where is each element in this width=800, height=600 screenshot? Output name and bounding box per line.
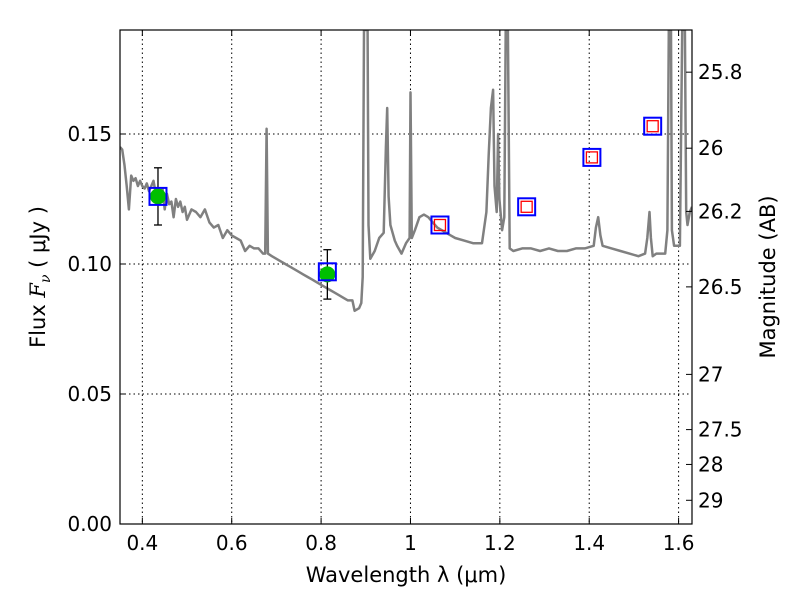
grid	[120, 30, 692, 524]
model-flux-marker	[517, 197, 537, 217]
x-tick-label: 0.4	[126, 531, 158, 555]
x-tick-label: 0.6	[216, 531, 248, 555]
mag-tick-label: 29	[698, 488, 723, 512]
x-tick-label: 1.4	[573, 531, 605, 555]
model-flux-marker	[643, 116, 663, 136]
model-flux-marker	[148, 186, 168, 206]
model-flux-marker	[430, 215, 450, 235]
y2-axis-label: Magnitude (AB)	[756, 195, 780, 358]
y-tick-label: 0.05	[67, 382, 112, 406]
upper-limit-marker	[520, 200, 533, 213]
y-axis-label-prefix: Flux	[26, 298, 50, 348]
model-flux-marker	[582, 147, 602, 167]
y-axis-label-suffix: ( μJy )	[26, 206, 50, 274]
x-tick-label: 1.6	[663, 531, 695, 555]
mag-tick-label: 28	[698, 452, 723, 476]
mag-tick-label: 27.5	[698, 418, 743, 442]
x-tick-label: 1	[404, 531, 417, 555]
upper-limit-marker	[585, 151, 599, 164]
plot-area	[120, 30, 692, 313]
observed-flux-point	[149, 188, 166, 205]
axis-ticks: 0.4 0.6 0.8 1 1.2 1.4 1.6 0.00 0.05 0.10 0.15 25.8 2…	[67, 30, 743, 555]
mag-tick-label: 26	[698, 136, 723, 160]
mag-tick-label: 25.8	[698, 60, 743, 84]
y-axis-label: Flux Fν ( μJy )	[26, 206, 54, 348]
upper-limit-marker	[646, 120, 659, 133]
x-tick-label: 0.8	[305, 531, 337, 555]
upper-limit-marker	[433, 218, 447, 232]
y-tick-label: 0.15	[67, 122, 112, 146]
mag-tick-label: 26.2	[698, 199, 743, 223]
x-axis-label: Wavelength λ (μm)	[306, 563, 507, 587]
plot-frame	[119, 29, 693, 525]
model-flux-marker	[317, 262, 337, 282]
y-axis-label-symbol: F	[26, 282, 50, 299]
mag-tick-label: 27	[698, 362, 723, 386]
y-tick-label: 0.00	[67, 512, 112, 536]
x-tick-label: 1.2	[484, 531, 516, 555]
y-axis-label-subscript: ν	[38, 274, 54, 283]
y-tick-label: 0.10	[67, 252, 112, 276]
spectrum-line	[120, 30, 692, 313]
mag-tick-label: 26.5	[698, 275, 743, 299]
